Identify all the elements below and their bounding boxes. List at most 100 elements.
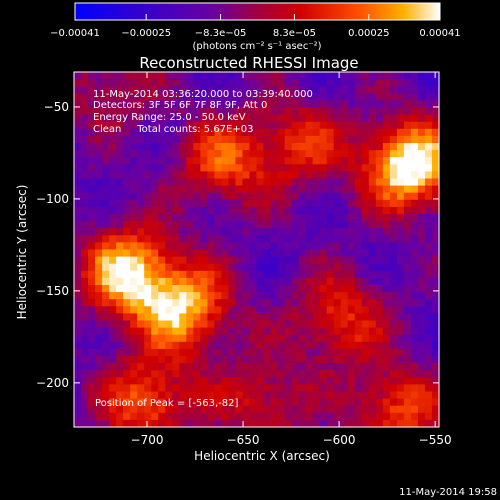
heatmap-cell [382, 150, 391, 158]
heatmap-cell [165, 192, 173, 201]
heatmap-cell [403, 419, 412, 428]
heatmap-cell [319, 363, 328, 371]
heatmap-cell [270, 100, 279, 109]
heatmap-cell [158, 235, 166, 243]
heatmap-cell [109, 143, 117, 151]
heatmap-cell [214, 121, 222, 130]
heatmap-cell [305, 348, 314, 357]
heatmap-cell [207, 363, 215, 371]
heatmap-cell [207, 171, 215, 180]
heatmap-cell [277, 86, 286, 94]
heatmap-cell [298, 121, 307, 130]
heatmap-cell [249, 277, 258, 286]
heatmap-cell [319, 72, 328, 80]
heatmap-cell [354, 292, 363, 300]
heatmap-cell [172, 157, 180, 165]
heatmap-cell [298, 249, 307, 258]
heatmap-cell [375, 377, 384, 385]
heatmap-cell [256, 164, 265, 172]
heatmap-cell [403, 135, 412, 144]
heatmap-cell [144, 135, 152, 144]
heatmap-cell [368, 185, 377, 194]
heatmap-cell [312, 107, 321, 116]
heatmap-cell [256, 157, 265, 165]
heatmap-cell [207, 214, 215, 222]
heatmap-cell [417, 107, 426, 116]
heatmap-cell [88, 341, 96, 350]
heatmap-cell [81, 185, 89, 194]
heatmap-cell [88, 221, 96, 229]
heatmap-cell [431, 185, 440, 194]
heatmap-cell [200, 285, 208, 293]
heatmap-cell [319, 377, 328, 385]
heatmap-cell [298, 313, 307, 322]
heatmap-cell [207, 150, 215, 158]
heatmap-cell [221, 270, 230, 279]
heatmap-cell [354, 398, 363, 407]
heatmap-cell [333, 370, 342, 378]
heatmap-cell [368, 171, 377, 180]
heatmap-cell [368, 79, 377, 87]
heatmap-cell [242, 93, 251, 101]
heatmap-cell [165, 114, 173, 123]
heatmap-cell [242, 348, 251, 357]
heatmap-cell [144, 121, 152, 130]
heatmap-cell [312, 171, 321, 180]
heatmap-cell [207, 249, 215, 258]
heatmap-cell [270, 412, 279, 421]
heatmap-cell [417, 192, 426, 201]
heatmap-cell [235, 164, 244, 172]
heatmap-cell [165, 100, 173, 109]
heatmap-cell [333, 405, 342, 414]
heatmap-cell [291, 341, 300, 350]
heatmap-cell [123, 242, 131, 251]
heatmap-cell [179, 398, 187, 407]
heatmap-cell [179, 306, 187, 314]
heatmap-cell [417, 270, 426, 279]
heatmap-cell [88, 199, 96, 208]
heatmap-cell [172, 171, 180, 180]
heatmap-cell [333, 299, 342, 307]
heatmap-cell [102, 171, 110, 180]
heatmap-cell [95, 306, 103, 314]
heatmap-cell [235, 114, 244, 123]
heatmap-cell [284, 178, 293, 187]
heatmap-cell [144, 192, 152, 201]
heatmap-cell [424, 164, 433, 172]
heatmap-cell [221, 164, 230, 172]
heatmap-cell [214, 320, 222, 329]
heatmap-cell [151, 214, 159, 222]
heatmap-cell [382, 221, 391, 229]
heatmap-cell [396, 79, 405, 87]
heatmap-cell [361, 114, 370, 123]
heatmap-cell [368, 114, 377, 123]
heatmap-cell [389, 398, 398, 407]
heatmap-cell [109, 157, 117, 165]
heatmap-cell [417, 249, 426, 258]
heatmap-cell [291, 292, 300, 300]
heatmap-cell [242, 277, 251, 286]
heatmap-cell [235, 277, 244, 286]
heatmap-cell [389, 320, 398, 329]
heatmap-cell [186, 334, 194, 343]
heatmap-cell [326, 107, 335, 116]
heatmap-cell [130, 242, 138, 251]
heatmap-cell [368, 135, 377, 144]
heatmap-cell [403, 100, 412, 109]
heatmap-cell [81, 412, 89, 421]
heatmap-cell [130, 292, 138, 300]
heatmap-cell [193, 100, 201, 109]
heatmap-cell [123, 391, 131, 400]
heatmap-cell [102, 277, 110, 286]
heatmap-cell [424, 79, 433, 87]
heatmap-cell [158, 164, 166, 172]
heatmap-cell [172, 150, 180, 158]
heatmap-cell [116, 334, 124, 343]
heatmap-cell [354, 363, 363, 371]
heatmap-cell [179, 72, 187, 80]
heatmap-cell [417, 277, 426, 286]
heatmap-cell [270, 348, 279, 357]
heatmap-cell [431, 405, 440, 414]
heatmap-cell [88, 235, 96, 243]
heatmap-cell [347, 249, 356, 258]
